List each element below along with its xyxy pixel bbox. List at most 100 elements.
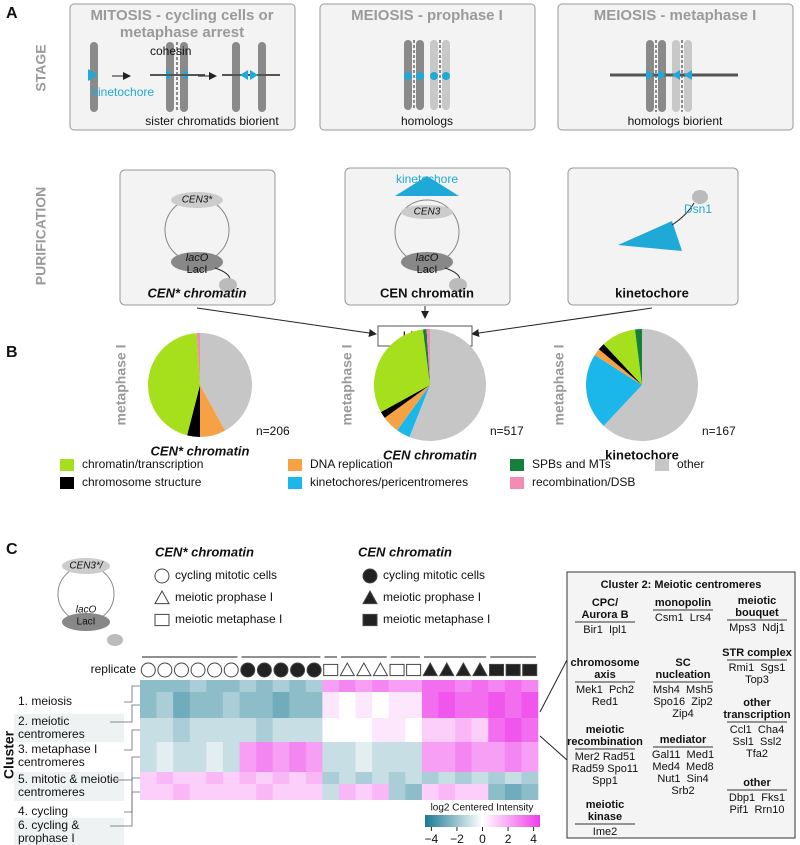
replicate-symbol [522, 663, 538, 677]
gene-list: Top3 [745, 674, 769, 686]
heatmap-cell [305, 772, 323, 784]
heatmap-cell [521, 784, 539, 800]
heatmap-cell [405, 772, 423, 784]
legend-swatch [510, 477, 524, 489]
construct-label: kinetochore [396, 172, 458, 186]
stage-label: kinetochore [92, 85, 154, 99]
heatmap-cell [388, 680, 406, 692]
colorbar-title: log2 Centered Intensity [431, 803, 534, 814]
heatmap-cell [305, 680, 323, 692]
stage-label: sister chromatids biorient [145, 114, 279, 128]
heatmap-cell [438, 692, 456, 718]
heatmap-cell [239, 784, 257, 800]
heatmap-cell [305, 784, 323, 800]
heatmap-cell [140, 772, 157, 784]
gene-list: Ssl1 Ssl2 [733, 736, 782, 748]
heatmap-cell [206, 772, 224, 784]
legend-item: meiotic metaphase I [175, 612, 282, 626]
heatmap-cell [471, 718, 489, 742]
heatmap-cell [322, 680, 340, 692]
heatmap-cell [322, 784, 340, 800]
mitosis-cartoon [88, 42, 280, 112]
pie-slice [409, 329, 487, 442]
replicate-symbol [190, 662, 206, 678]
pie-slice [380, 385, 430, 418]
legend-label: DNA replication [310, 457, 393, 471]
heatmap-cell [322, 718, 340, 742]
pie-slice [397, 385, 430, 438]
heatmap-cell [322, 742, 340, 772]
heatmap-cell [471, 772, 489, 784]
heatmap-cell [488, 784, 506, 800]
cluster-axis-label: Cluster [1, 730, 17, 779]
replicate-symbol [339, 661, 356, 677]
heatmap-cell [173, 680, 191, 692]
group-title: CPC/ [592, 597, 618, 609]
gene-list: Dbp1 Fks1 [729, 792, 785, 804]
heatmap-cell [206, 718, 224, 742]
replicate-symbol [356, 661, 372, 677]
heatmap-cell [305, 692, 323, 718]
purification-name: CEN* chromatin [148, 285, 247, 300]
construct-label: CEN3* [182, 195, 214, 206]
heatmap-cell [256, 742, 273, 772]
replicate-symbol [273, 662, 289, 678]
cluster-band [14, 694, 124, 710]
heatmap-cell [206, 784, 224, 800]
heatmap-cell [222, 692, 240, 718]
heatmap-cell [256, 680, 273, 692]
heatmap-cell [222, 680, 240, 692]
heatmap-cell [405, 692, 423, 718]
stage-title: MEIOSIS - metaphase I [594, 7, 757, 24]
legend-label: recombination/DSB [532, 475, 635, 489]
replicate-symbol [240, 662, 256, 678]
heatmap-cell [206, 680, 224, 692]
heatmap-cell [455, 784, 472, 800]
heatmap-cell [256, 772, 273, 784]
cluster-band [14, 742, 124, 771]
pie-slice [422, 329, 430, 385]
pie-slice [586, 354, 642, 426]
heatmap-cell [272, 784, 290, 800]
heatmap-cell [355, 680, 373, 692]
heatmap-cell [355, 742, 373, 772]
replicate-symbol [154, 613, 170, 627]
replicate-symbol [505, 663, 521, 677]
replicate-symbol [290, 662, 306, 678]
heatmap-cell [239, 742, 257, 772]
heatmap-cell [488, 772, 506, 784]
legend-item: meiotic prophase I [175, 590, 273, 604]
panel-c-static [57, 558, 796, 839]
heatmap-cell [438, 680, 456, 692]
pie-slice [200, 333, 253, 431]
heatmap-cell [222, 784, 240, 800]
heatmap-cell [388, 772, 406, 784]
heatmap-cell [156, 772, 174, 784]
replicate-label: replicate [91, 662, 137, 676]
colorbar-tick-label: −4 [425, 832, 439, 845]
gene-list: Srb2 [671, 785, 694, 797]
gene-list: Spp1 [592, 775, 618, 787]
heatmap-cell [421, 718, 439, 742]
heatmap-cell [372, 718, 390, 742]
legend-swatch [60, 459, 74, 471]
pie-slice [426, 329, 430, 385]
heatmap-cell [488, 718, 506, 742]
gene-list: Zip4 [672, 708, 693, 720]
group-title: Aurora B [581, 609, 628, 621]
group-title: STR complex [722, 647, 793, 659]
pie-slice [603, 329, 642, 385]
pie-n: n=517 [490, 424, 524, 438]
gene-list: Ccl1 Cha4 [730, 724, 784, 736]
heatmap-cell [140, 718, 157, 742]
replicate-symbol [154, 589, 170, 605]
gene-list: Mer2 Rad51 [575, 751, 636, 763]
heatmap-cell [189, 772, 207, 784]
heatmap-cell [256, 718, 273, 742]
heatmap-cell [488, 742, 506, 772]
cluster-label: 3. metaphase I [18, 742, 97, 756]
stage-title: metaphase arrest [120, 24, 244, 41]
pie-slice [634, 329, 642, 385]
purification-name: kinetochore [615, 285, 689, 300]
gene-list: Pif1 Rrn10 [729, 804, 784, 816]
